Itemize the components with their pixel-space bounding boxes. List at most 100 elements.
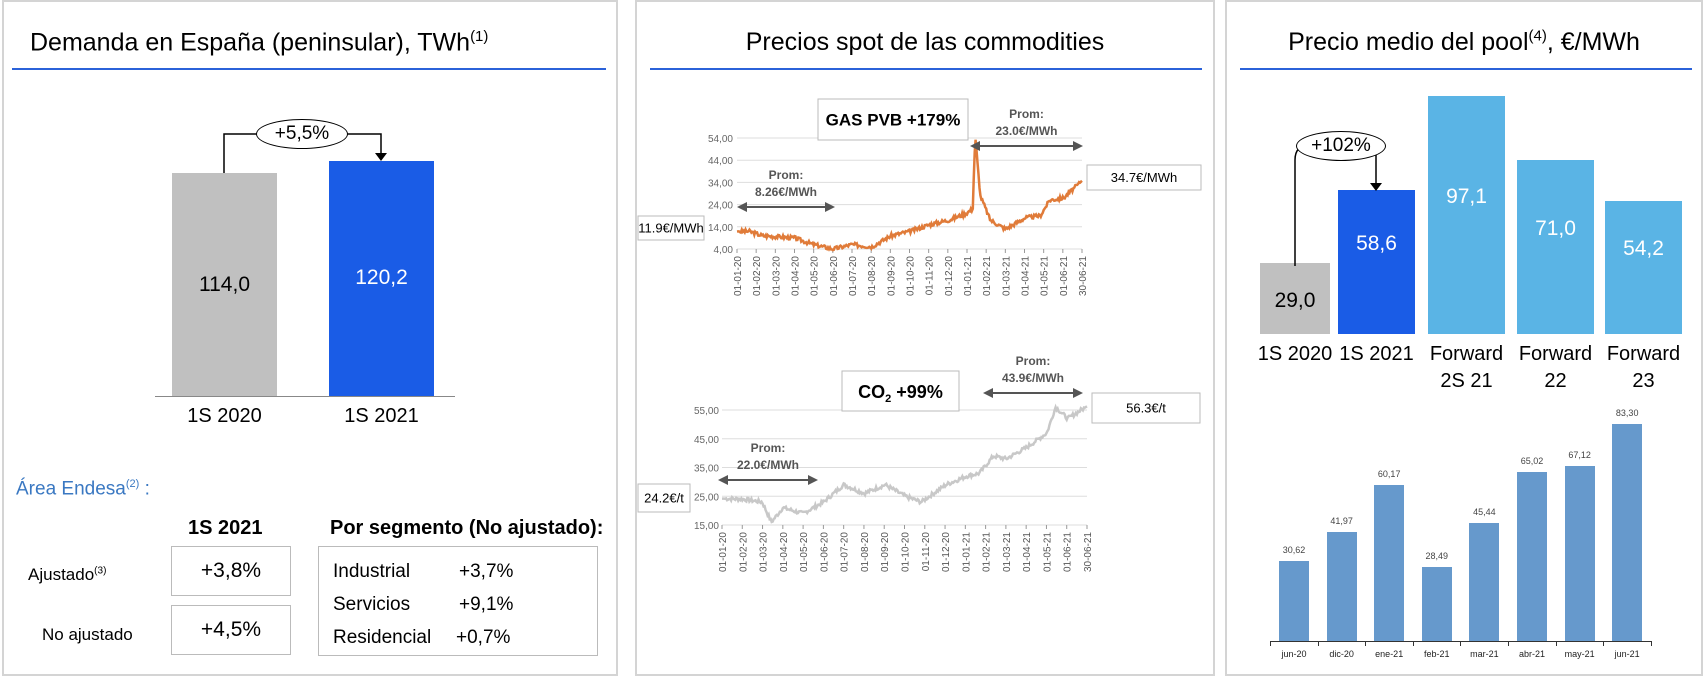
pool-category-label: 1S 2020 <box>1250 341 1340 368</box>
monthly-axis-tick <box>1412 641 1414 646</box>
area-label-text: Área Endesa <box>16 478 126 500</box>
x-tick-label: 01-08-20 <box>867 256 878 296</box>
y-tick-label: 34,00 <box>708 178 733 189</box>
x-tick-label: 01-05-21 <box>1042 532 1053 572</box>
x-tick-label: 01-09-20 <box>880 532 891 572</box>
x-tick-label: 01-06-20 <box>829 256 840 296</box>
y-tick-label: 45,00 <box>694 435 719 446</box>
arrow-head-right-icon <box>825 202 835 212</box>
demand-change-badge: +5,5% <box>256 119 348 149</box>
x-tick-label: 01-04-21 <box>1022 532 1033 572</box>
y-tick-label: 15,00 <box>694 521 719 532</box>
pool-bar: 97,1 <box>1428 96 1505 334</box>
arrow-head-left-icon <box>970 141 980 151</box>
pool-bar-value: 58,6 <box>1356 232 1397 256</box>
monthly-bar <box>1612 424 1643 641</box>
average-value: 23.0€/MWh <box>995 124 1057 138</box>
end-value-label: 56.3€/t <box>1126 401 1166 416</box>
monthly-bar-value: 65,02 <box>1520 455 1544 466</box>
monthly-bar-value: 41,97 <box>1330 515 1353 526</box>
row-label-adjusted: Ajustado(3) <box>28 565 106 585</box>
x-tick-label: 01-02-20 <box>752 256 763 296</box>
monthly-bar <box>1421 566 1452 641</box>
monthly-axis-tick <box>1460 641 1462 646</box>
area-colon: : <box>139 478 150 500</box>
monthly-axis-tick <box>1270 641 1271 646</box>
end-value-label-box <box>1086 164 1202 191</box>
monthly-bar-value: 60,17 <box>1377 468 1401 479</box>
x-tick-label: 30-06-21 <box>1078 256 1089 296</box>
x-tick-label: 01-10-20 <box>901 532 912 572</box>
segment-industrial-label: Industrial <box>333 561 411 582</box>
headline-label: GAS PVB +179% <box>826 111 961 130</box>
adjusted-value: +3,8% <box>171 546 291 596</box>
pool-bar-value: 97,1 <box>1446 185 1487 209</box>
arrow-head-left-icon <box>718 475 728 485</box>
x-tick-label: 01-08-20 <box>860 532 871 572</box>
monthly-category-label: dic-20 <box>1329 649 1354 659</box>
x-tick-label: 01-10-20 <box>906 256 917 296</box>
segment-header: Por segmento (No ajustado): <box>330 517 604 539</box>
monthly-bar <box>1279 561 1309 641</box>
footnote-2: (2) <box>125 478 140 490</box>
row-label-unadjusted: No ajustado <box>42 625 133 644</box>
footnote-3: (3) <box>94 565 107 577</box>
pool-category-line: 1S 2020 <box>1257 343 1333 365</box>
x-tick-label: 01-12-20 <box>941 532 952 572</box>
monthly-bar <box>1564 466 1595 641</box>
column-header: 1S 2021 <box>188 517 263 539</box>
average-value: 43.9€/MWh <box>1002 371 1064 385</box>
start-value-label: 11.9€/MWh <box>638 221 704 236</box>
pool-category-line: 1S 2021 <box>1339 343 1414 365</box>
commodities-title: Precios spot de las commodities <box>745 28 1105 56</box>
monthly-category-label: jun-21 <box>1614 649 1640 659</box>
arrow-head-right-icon <box>808 475 818 485</box>
footnote-4: (4) <box>1528 28 1547 45</box>
x-tick-label: 01-06-21 <box>1059 256 1070 296</box>
end-value-label-box <box>1091 392 1201 424</box>
title-underline <box>1240 68 1692 70</box>
title-underline <box>12 68 606 70</box>
x-tick-label: 01-01-20 <box>733 256 744 296</box>
pool-change-badge: +102% <box>1296 131 1386 161</box>
x-tick-label: 01-05-21 <box>1040 256 1051 296</box>
monthly-axis-tick <box>1650 641 1652 646</box>
start-value-label-box <box>637 483 691 513</box>
segment-services-label: Servicios <box>333 594 411 615</box>
pool-bar: 71,0 <box>1517 160 1594 334</box>
demand-bar: 120,2 <box>329 160 434 396</box>
monthly-category-label: may-21 <box>1564 649 1595 659</box>
x-tick-label: 01-04-20 <box>791 256 802 296</box>
average-label: Prom: <box>751 441 786 455</box>
x-tick-label: 01-06-21 <box>1063 532 1074 572</box>
demand-category-label: 1S 2021 <box>344 405 419 427</box>
monthly-bar-value: 83,30 <box>1615 408 1639 419</box>
pool-bar: 54,2 <box>1605 201 1682 334</box>
monthly-category-label: feb-21 <box>1424 649 1450 659</box>
x-tick-label: 01-04-21 <box>1021 256 1032 296</box>
segment-table: Industrial +3,7% Servicios +9,1% Residen… <box>318 546 598 656</box>
pool-category-line: Forward <box>1518 343 1593 365</box>
pool-category-label: Forward 23 <box>1599 341 1689 395</box>
monthly-bar <box>1374 484 1405 641</box>
arrow-head-right-icon <box>1073 141 1083 151</box>
x-tick-label: 01-12-20 <box>944 256 955 296</box>
monthly-category-label: mar-21 <box>1470 649 1499 659</box>
pool-category-label: Forward 2S 21 <box>1422 341 1512 395</box>
x-tick-label: 01-07-20 <box>840 532 851 572</box>
x-tick-label: 01-07-20 <box>848 256 859 296</box>
monthly-bar-value: 67,12 <box>1568 450 1591 461</box>
demand-title-text: Demanda en España (peninsular), TWh <box>30 28 471 57</box>
monthly-category-label: abr-21 <box>1518 649 1545 659</box>
x-tick-label: 01-09-20 <box>886 256 897 296</box>
x-tick-label: 01-03-21 <box>1001 256 1012 296</box>
demand-title: Demanda en España (peninsular), TWh(1) <box>30 28 488 57</box>
y-tick-label: 54,00 <box>708 134 733 145</box>
pool-bar-value: 29,0 <box>1274 288 1316 312</box>
unadjusted-value: +4,5% <box>171 605 291 655</box>
x-tick-label: 01-02-20 <box>738 532 749 572</box>
monthly-bar <box>1517 471 1547 641</box>
x-tick-label: 01-03-21 <box>1002 532 1013 572</box>
monthly-category-label: jun-20 <box>1281 649 1307 659</box>
x-tick-label: 30-06-21 <box>1083 532 1094 572</box>
